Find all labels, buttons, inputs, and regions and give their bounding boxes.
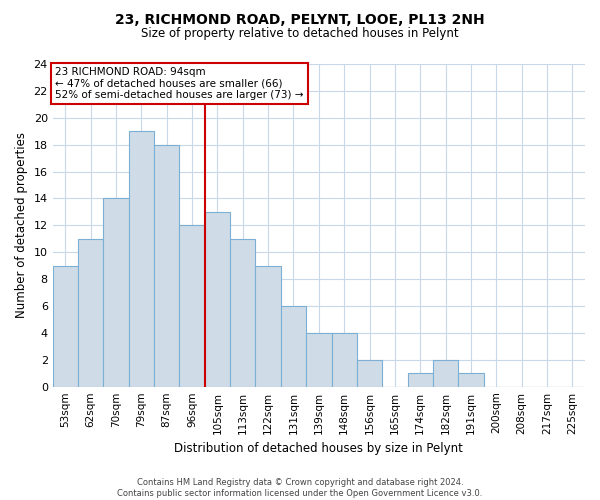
Bar [256, 266, 281, 386]
Bar [205, 212, 230, 386]
X-axis label: Distribution of detached houses by size in Pelynt: Distribution of detached houses by size … [175, 442, 463, 455]
Bar [332, 333, 357, 386]
Bar [154, 144, 179, 386]
Bar [179, 226, 205, 386]
Bar [103, 198, 129, 386]
Bar [78, 239, 103, 386]
Bar [281, 306, 306, 386]
Text: Size of property relative to detached houses in Pelynt: Size of property relative to detached ho… [141, 28, 459, 40]
Y-axis label: Number of detached properties: Number of detached properties [15, 132, 28, 318]
Text: 23 RICHMOND ROAD: 94sqm
← 47% of detached houses are smaller (66)
52% of semi-de: 23 RICHMOND ROAD: 94sqm ← 47% of detache… [55, 66, 304, 100]
Text: Contains HM Land Registry data © Crown copyright and database right 2024.
Contai: Contains HM Land Registry data © Crown c… [118, 478, 482, 498]
Bar [433, 360, 458, 386]
Bar [357, 360, 382, 386]
Bar [458, 373, 484, 386]
Bar [129, 131, 154, 386]
Bar [306, 333, 332, 386]
Bar [230, 239, 256, 386]
Bar [53, 266, 78, 386]
Bar [407, 373, 433, 386]
Text: 23, RICHMOND ROAD, PELYNT, LOOE, PL13 2NH: 23, RICHMOND ROAD, PELYNT, LOOE, PL13 2N… [115, 12, 485, 26]
